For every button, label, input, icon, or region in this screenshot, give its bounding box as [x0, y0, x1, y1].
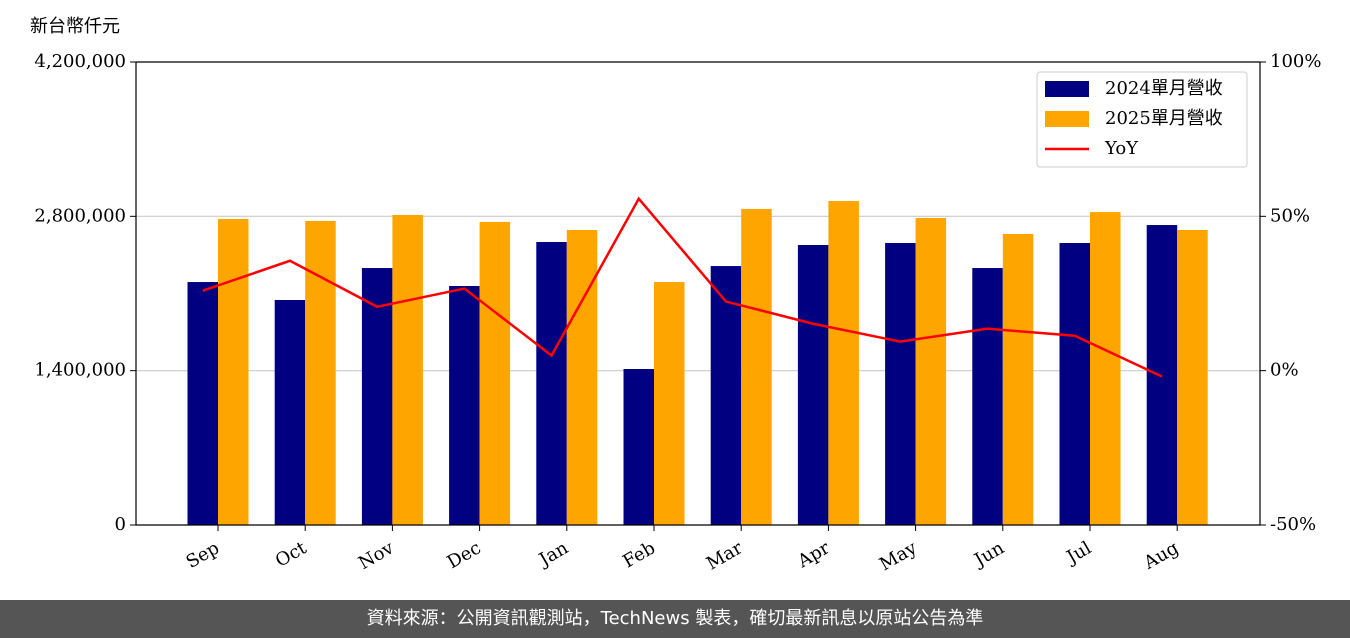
bar [449, 286, 480, 525]
x-tick-label: Jun [969, 537, 1008, 572]
footer: 資料來源：公開資訊觀測站，TechNews 製表，確切最新訊息以原站公告為準 [0, 600, 1350, 638]
bar [218, 218, 249, 525]
bar [972, 268, 1003, 525]
plot-frame [135, 61, 1261, 526]
x-tick-label: Jan [534, 537, 572, 571]
x-tick-label: Jul [1061, 537, 1095, 569]
bar [479, 221, 511, 525]
y-tick-label: 4,200,000 [34, 51, 126, 72]
legend-label: YoY [1104, 138, 1139, 159]
x-tick-label: Mar [703, 537, 747, 574]
bar [885, 243, 916, 525]
y-axis-label: 新台幣仟元 [30, 16, 120, 37]
x-tick-label: Sep [183, 537, 223, 572]
bar [305, 220, 336, 526]
y2-tick-label: -50% [1270, 514, 1316, 535]
y2-tick-label: 100% [1270, 51, 1321, 72]
x-tick-label: Nov [355, 537, 398, 574]
x-tick-label: May [876, 537, 921, 575]
bar [915, 217, 947, 525]
legend-swatch [1045, 81, 1089, 97]
y2-tick-label: 50% [1270, 205, 1310, 226]
bar [710, 266, 742, 525]
bar [187, 282, 218, 525]
bar [1177, 230, 1208, 525]
legend-label: 2025單月營收 [1105, 108, 1223, 129]
x-tick-label: Dec [444, 537, 485, 573]
x-tick-label: Oct [272, 537, 311, 572]
bar [536, 242, 567, 526]
x-tick-label: Apr [793, 537, 833, 572]
bar [654, 282, 685, 525]
y-tick-label: 0 [115, 514, 126, 535]
bar [741, 208, 772, 525]
bar [828, 201, 859, 525]
bar [1146, 225, 1178, 525]
bar [392, 215, 423, 525]
bar [623, 369, 654, 525]
bar [361, 268, 393, 525]
bar [1002, 233, 1034, 525]
line [202, 196, 1163, 378]
y-tick-label: 2,800,000 [34, 205, 126, 226]
legend-box [1036, 71, 1248, 168]
bar [566, 230, 598, 525]
legend-label: 2024單月營收 [1105, 78, 1223, 99]
x-tick-label: Feb [619, 537, 659, 572]
bar [1090, 212, 1121, 525]
chart: 新台幣仟元 0 1,400,000 2,800,000 4,200,000 -50% 0%… [30, 16, 1321, 575]
y2-tick-label: 0% [1270, 360, 1299, 381]
bar [274, 300, 306, 525]
y-tick-label: 1,400,000 [34, 360, 126, 381]
legend-swatch [1045, 111, 1089, 127]
bar [1059, 243, 1090, 525]
bar [797, 244, 829, 525]
x-tick-label: Aug [1140, 537, 1183, 574]
